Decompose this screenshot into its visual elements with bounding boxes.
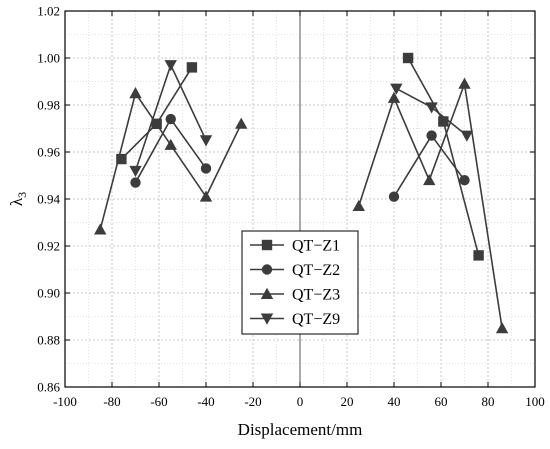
legend-marker (261, 264, 273, 275)
x-tick-label: 40 (388, 394, 401, 409)
x-tick-label: 80 (482, 394, 495, 409)
data-point (425, 102, 438, 114)
data-point (352, 199, 365, 212)
series-group (129, 60, 474, 177)
x-tick-label: -100 (53, 394, 77, 409)
y-tick-label: 1.02 (37, 4, 60, 19)
y-tick-label: 0.98 (37, 98, 60, 113)
x-tick-label: 0 (297, 394, 304, 409)
data-point (129, 165, 142, 177)
data-point (458, 77, 471, 89)
y-axis-title-main: λ (7, 197, 26, 206)
series-group (130, 113, 470, 202)
data-point (438, 116, 449, 127)
data-point (388, 191, 400, 202)
data-point (390, 83, 403, 95)
data-point (402, 52, 414, 64)
series-line (357, 83, 503, 329)
legend-marker (260, 313, 274, 325)
y-axis-title: λ3 (7, 192, 29, 206)
legend-label: QT−Z1 (292, 238, 340, 255)
data-point (164, 60, 177, 72)
x-tick-label: -20 (244, 394, 261, 409)
data-point (165, 113, 176, 125)
y-tick-label: 0.88 (37, 333, 60, 348)
x-tick-label: -80 (103, 394, 120, 409)
series-line (393, 134, 466, 198)
legend-box (241, 230, 359, 335)
y-tick-label: 0.92 (37, 239, 60, 254)
data-point (130, 177, 141, 188)
legend-label: QT−Z3 (292, 287, 340, 304)
data-point (235, 117, 248, 129)
x-axis-title: Displacement/mm (238, 420, 363, 439)
legend-label: QT−Z2 (292, 262, 340, 279)
series-layer (94, 52, 509, 334)
x-tick-label: -60 (150, 394, 167, 409)
data-point (94, 223, 107, 235)
data-point (460, 130, 474, 142)
legend-marker (261, 239, 273, 251)
data-point (199, 190, 213, 202)
series-group (94, 77, 509, 334)
data-point (459, 175, 470, 186)
data-point (473, 250, 484, 261)
y-axis-title-subscript: 3 (15, 192, 29, 198)
legend-marker (260, 287, 274, 299)
y-tick-label: 0.94 (37, 192, 60, 207)
x-tick-label: 60 (435, 394, 448, 409)
axis-ticks: -100 -80 -60 -40 -20 0 20 40 60 80 100 0.86 0.88 0.90… (37, 4, 545, 410)
x-tick-label: 100 (525, 394, 545, 409)
y-tick-label: 0.96 (37, 145, 60, 160)
data-point (186, 62, 198, 73)
legend-label: QT−Z9 (292, 311, 340, 328)
y-tick-label: 0.90 (37, 286, 60, 301)
y-tick-label: 1.00 (37, 51, 60, 66)
y-tick-label: 0.86 (37, 380, 60, 395)
data-point (200, 163, 212, 174)
data-point (387, 91, 401, 103)
data-point (164, 138, 177, 150)
data-point (426, 130, 437, 141)
data-point (199, 135, 213, 147)
x-tick-label: -40 (197, 394, 214, 409)
data-point (116, 153, 127, 165)
data-point (495, 322, 509, 334)
legend: QT−Z1 QT−Z2 QT−Z3 QT−Z9 (241, 230, 359, 335)
data-point (423, 174, 436, 186)
x-tick-label: 20 (341, 394, 354, 409)
data-point (129, 87, 142, 99)
